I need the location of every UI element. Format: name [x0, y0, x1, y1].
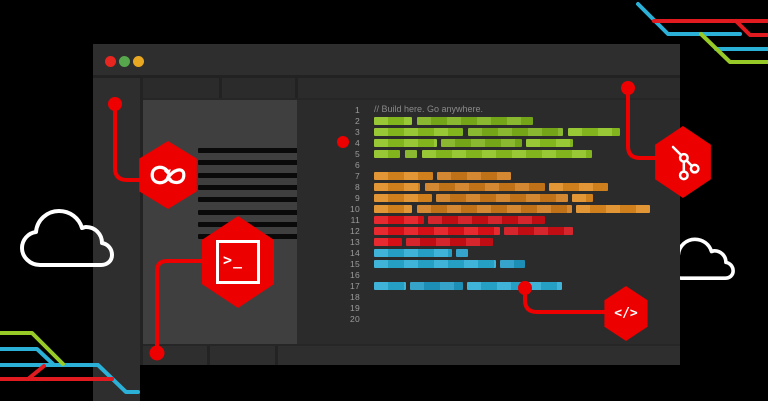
divider	[275, 346, 278, 365]
text-bar	[198, 209, 335, 215]
zoom-button[interactable]	[133, 56, 144, 67]
text-bar	[198, 221, 335, 227]
divider	[207, 346, 210, 365]
text-bar	[198, 197, 335, 203]
close-button[interactable]	[105, 56, 116, 67]
circuit-lines-bottom-left	[0, 331, 140, 394]
window-titlebar	[93, 44, 680, 75]
divider	[143, 98, 680, 100]
red-node-dots	[108, 81, 635, 361]
circuit-lines-top-right	[636, 2, 768, 64]
divider	[93, 75, 680, 78]
terminal-prompt-glyph: >_	[223, 251, 244, 269]
infinity-loop-icon	[150, 165, 186, 185]
text-bar	[198, 172, 335, 178]
status-bar	[143, 346, 680, 365]
text-bar	[198, 184, 335, 190]
terminal-icon: >_	[216, 240, 260, 284]
divider	[143, 344, 680, 346]
git-branch-icon	[671, 145, 700, 181]
tab-strip-spacer	[298, 78, 680, 98]
minimize-button[interactable]	[119, 56, 130, 67]
text-bar	[198, 148, 335, 153]
divider	[295, 78, 298, 98]
code-brackets-icon: </>	[614, 306, 638, 321]
divider	[219, 78, 222, 98]
left-cloud	[20, 209, 114, 267]
tab-2[interactable]	[222, 78, 295, 98]
red-connectors	[113, 92, 662, 350]
breakpoint-dot	[337, 136, 349, 148]
divider	[140, 78, 143, 365]
text-bar	[198, 160, 335, 166]
tab-1[interactable]	[143, 78, 219, 98]
